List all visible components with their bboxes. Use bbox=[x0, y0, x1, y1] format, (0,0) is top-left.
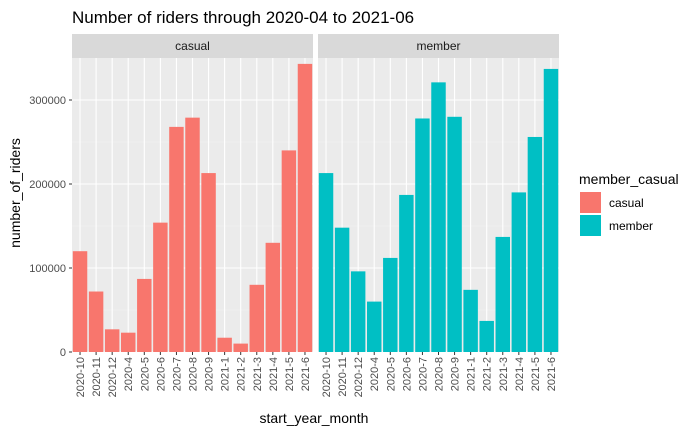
x-tick-label: 2020-9 bbox=[450, 357, 462, 391]
x-tick-label: 2020-8 bbox=[434, 357, 446, 391]
x-tick-label: 2020-6 bbox=[155, 357, 167, 391]
x-tick-label: 2020-7 bbox=[417, 357, 429, 391]
y-tick-label: 100000 bbox=[29, 263, 66, 275]
bar-casual-2020-9 bbox=[201, 173, 216, 352]
bar-member-2021-1 bbox=[463, 289, 478, 352]
bar-member-2020-10 bbox=[318, 173, 334, 352]
panel-casual: casual bbox=[72, 34, 313, 353]
bar-member-2021-6 bbox=[543, 68, 559, 353]
bar-casual-2020-7 bbox=[169, 126, 184, 352]
x-tick-label: 2020-10 bbox=[321, 357, 333, 397]
x-tick-label: 2020-9 bbox=[204, 357, 216, 391]
x-tick-label: 2021-6 bbox=[300, 357, 312, 391]
bar-casual-2020-6 bbox=[153, 222, 168, 352]
panel-member: member bbox=[318, 34, 559, 353]
x-tick-label: 2020-11 bbox=[91, 357, 103, 397]
bar-casual-2021-6 bbox=[297, 63, 313, 352]
bar-member-2020-12 bbox=[350, 271, 366, 352]
panels: casual member bbox=[72, 34, 559, 353]
legend-label-member: member bbox=[609, 219, 653, 233]
bar-casual-2020-4 bbox=[121, 332, 136, 352]
chart-title: Number of riders through 2020-04 to 2021… bbox=[72, 8, 414, 27]
x-axis-title: start_year_month bbox=[260, 410, 369, 426]
x-tick-label: 2021-5 bbox=[530, 357, 542, 391]
x-tick-label: 2021-3 bbox=[252, 357, 264, 391]
bar-member-2020-11 bbox=[334, 227, 350, 352]
x-axis: 2020-10 2020-11 2020-12 2020-4 2020-5 2020-6 2… bbox=[75, 352, 558, 397]
bar-casual-2021-3 bbox=[249, 284, 264, 352]
bar-member-2020-7 bbox=[415, 118, 430, 352]
bar-casual-2021-1 bbox=[217, 337, 232, 352]
x-tick-label: 2021-6 bbox=[546, 357, 558, 391]
x-tick-label: 2020-6 bbox=[401, 357, 413, 391]
x-tick-label: 2020-4 bbox=[123, 357, 135, 391]
strip-label-member: member bbox=[416, 39, 460, 53]
bar-casual-2020-10 bbox=[72, 251, 88, 352]
bar-casual-2020-8 bbox=[185, 117, 200, 352]
bar-member-2020-6 bbox=[399, 194, 414, 352]
x-tick-label: 2021-1 bbox=[220, 357, 232, 391]
legend-key-casual bbox=[580, 192, 601, 213]
y-axis: 0 100000 200000 300000 bbox=[29, 95, 72, 359]
x-tick-label: 2021-4 bbox=[268, 357, 280, 391]
x-tick-label: 2020-10 bbox=[75, 357, 87, 397]
x-tick-label: 2020-5 bbox=[385, 357, 397, 391]
strip-label-casual: casual bbox=[175, 39, 210, 53]
bar-member-2021-3 bbox=[495, 236, 510, 352]
y-tick-label: 200000 bbox=[29, 179, 66, 191]
y-tick-label: 0 bbox=[60, 347, 66, 359]
x-tick-label: 2021-3 bbox=[498, 357, 510, 391]
strip-member bbox=[318, 34, 559, 58]
x-tick-label: 2020-4 bbox=[369, 357, 381, 391]
bar-member-2020-5 bbox=[383, 257, 398, 352]
x-tick-label: 2020-7 bbox=[171, 357, 183, 391]
x-tick-label: 2021-5 bbox=[284, 357, 296, 391]
bar-member-2020-9 bbox=[447, 116, 462, 352]
bar-member-2021-5 bbox=[527, 136, 543, 352]
legend-title: member_casual bbox=[579, 171, 679, 187]
x-tick-label: 2021-4 bbox=[514, 357, 526, 391]
bar-casual-2021-2 bbox=[233, 343, 248, 352]
bar-member-2021-2 bbox=[479, 320, 494, 352]
bar-member-2020-8 bbox=[431, 82, 446, 353]
x-tick-label: 2020-11 bbox=[337, 357, 349, 397]
bar-casual-2020-5 bbox=[137, 278, 152, 352]
x-tick-label: 2021-2 bbox=[236, 357, 248, 391]
legend-label-casual: casual bbox=[609, 196, 644, 210]
y-tick-label: 300000 bbox=[29, 95, 66, 107]
x-tick-label: 2020-8 bbox=[188, 357, 200, 391]
bar-member-2020-4 bbox=[367, 301, 382, 352]
bar-member-2021-4 bbox=[511, 192, 527, 352]
bar-casual-2021-4 bbox=[265, 242, 281, 352]
bar-casual-2021-5 bbox=[281, 150, 297, 352]
x-tick-label: 2020-12 bbox=[107, 357, 119, 397]
x-tick-label: 2020-5 bbox=[139, 357, 151, 391]
x-tick-label: 2020-12 bbox=[353, 357, 365, 397]
strip-casual bbox=[72, 34, 313, 58]
legend: member_casual casual member bbox=[579, 171, 679, 236]
x-tick-label: 2021-2 bbox=[482, 357, 494, 391]
legend-key-member bbox=[580, 215, 601, 236]
y-axis-title: number_of_riders bbox=[7, 138, 23, 248]
bar-casual-2020-11 bbox=[88, 291, 104, 352]
x-tick-label: 2021-1 bbox=[466, 357, 478, 391]
bar-casual-2020-12 bbox=[104, 329, 120, 352]
